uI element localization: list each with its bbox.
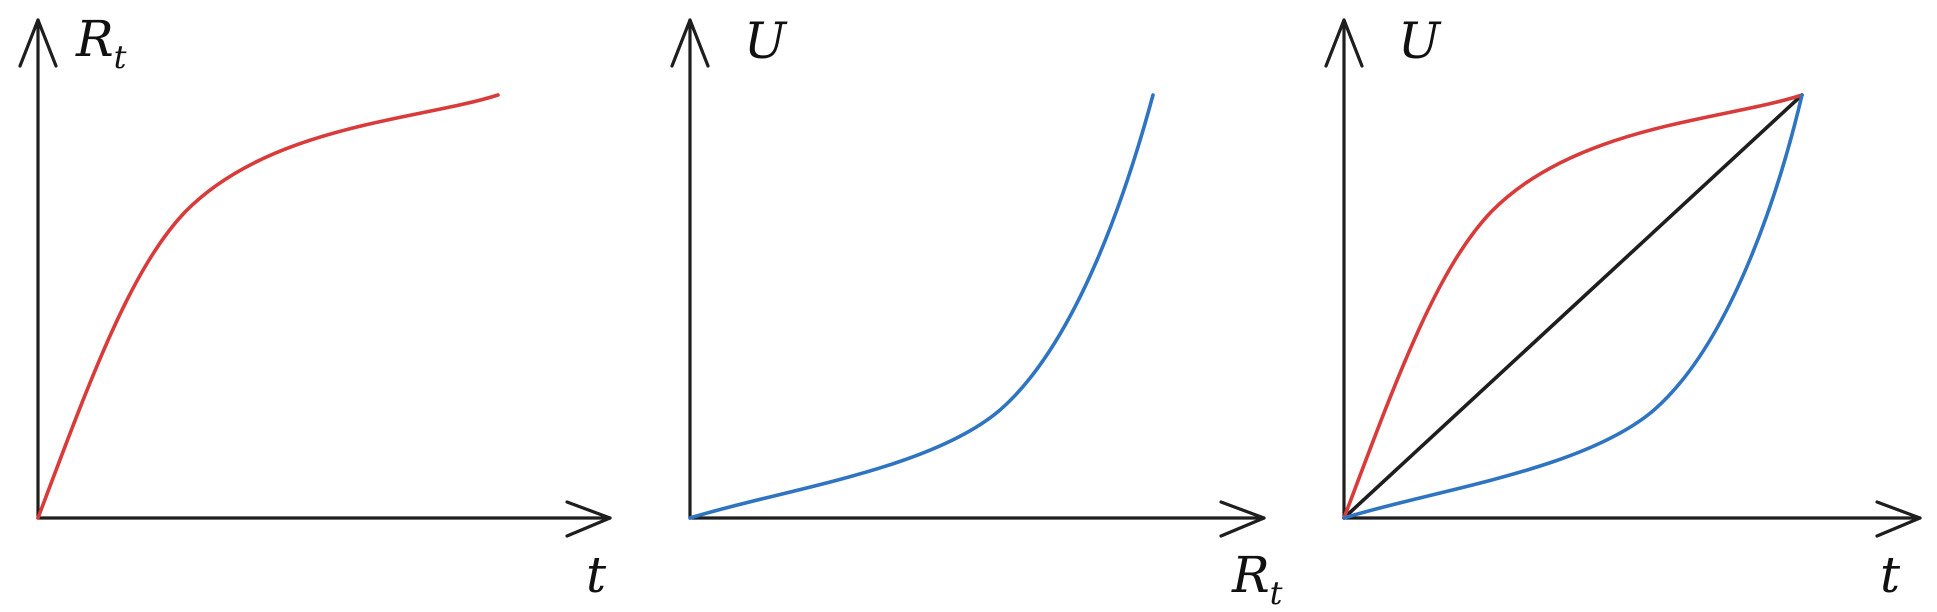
red-curve xyxy=(1342,93,1804,520)
blue-curve xyxy=(1342,93,1804,520)
x-axis-label-sub: t xyxy=(1270,574,1283,612)
y-axis-label-sub: t xyxy=(114,38,127,76)
x-axis-arrowhead xyxy=(1875,500,1922,538)
x-axis-label: Rt xyxy=(1231,546,1283,612)
panel-3: U t xyxy=(1324,12,1922,604)
y-axis-arrowhead xyxy=(18,18,58,68)
panel-2: U Rt xyxy=(670,12,1283,612)
x-axis-label-main: R xyxy=(1231,546,1270,604)
x-axis-arrowhead xyxy=(1219,500,1266,538)
y-axis-arrowhead xyxy=(670,18,710,68)
y-axis-label-main: R xyxy=(75,10,114,68)
x-axis-arrowhead xyxy=(565,500,612,538)
diagonal-line xyxy=(1342,93,1804,520)
y-axis-label: U xyxy=(1398,12,1442,70)
red-curve xyxy=(36,93,500,520)
y-axis-label: U xyxy=(744,12,788,70)
blue-curve xyxy=(688,93,1155,520)
y-axis-arrowhead xyxy=(1324,18,1364,68)
panel-1: Rt t xyxy=(18,10,612,604)
x-axis-label: t xyxy=(1880,546,1901,604)
x-axis-label: t xyxy=(586,546,607,604)
y-axis-label: Rt xyxy=(75,10,127,76)
